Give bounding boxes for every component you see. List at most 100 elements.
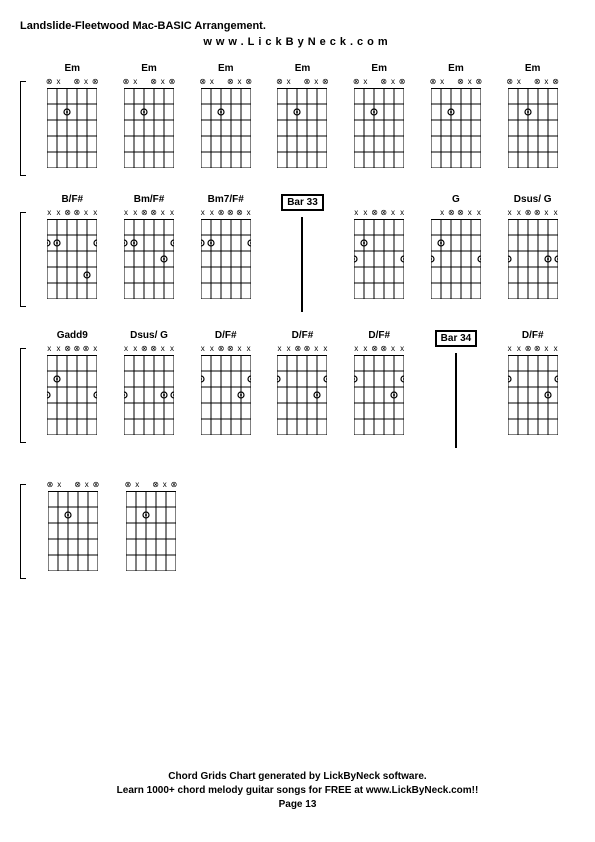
fretboard-grid (124, 355, 174, 435)
string-marker: x (312, 345, 320, 355)
string-marker: ⊗ (73, 78, 81, 88)
string-marker: x (506, 345, 514, 355)
chord-diagram: xx⊗⊗xx (122, 209, 176, 299)
string-marker: x (389, 209, 397, 219)
chord-diagram: xx⊗⊗xx (199, 345, 253, 435)
string-marker: x (515, 209, 523, 219)
string-marker: x (199, 209, 207, 219)
chord-cell: Dsus/ Gxx⊗⊗xx (498, 194, 567, 299)
chord-row: B/F#xx⊗⊗xxBm/F#xx⊗⊗xxBm7/F#xx⊗⊗⊗xBar 33x… (20, 194, 575, 312)
string-marker: x (285, 78, 293, 88)
chord-diagram: ⊗x⊗x⊗ (199, 78, 253, 168)
string-marker: ⊗ (199, 78, 207, 88)
string-marker: x (82, 78, 90, 88)
nut-markers: xx⊗⊗xx (275, 345, 329, 355)
string-marker: x (161, 481, 169, 491)
string-marker: ⊗ (140, 345, 148, 355)
string-marker: x (55, 481, 63, 491)
string-marker: x (159, 78, 167, 88)
string-marker (524, 78, 532, 88)
fretboard-grid (354, 88, 404, 168)
chord-diagram: xx⊗⊗⊗x (45, 345, 99, 435)
chord-cell: ⊗x⊗x⊗ (116, 466, 186, 571)
string-marker: ⊗ (533, 78, 541, 88)
string-marker: x (83, 481, 91, 491)
string-marker: ⊗ (152, 481, 160, 491)
header: Landslide-Fleetwood Mac-BASIC Arrangemen… (20, 20, 575, 48)
chord-cell: B/F#xx⊗⊗xx (38, 194, 107, 299)
string-marker: ⊗ (398, 78, 406, 88)
string-marker: x (91, 209, 99, 219)
chord-diagram: xx⊗⊗xx (352, 345, 406, 435)
string-marker: x (245, 345, 253, 355)
string-marker: x (361, 345, 369, 355)
string-marker: x (552, 345, 560, 355)
nut-markers: xx⊗⊗xx (506, 345, 560, 355)
fretboard-grid (47, 355, 97, 435)
nut-markers: xx⊗⊗xx (352, 345, 406, 355)
string-marker: ⊗ (82, 345, 90, 355)
string-marker: x (122, 209, 130, 219)
string-marker: x (235, 78, 243, 88)
string-marker: x (208, 78, 216, 88)
chord-cell: Em⊗x⊗x⊗ (191, 63, 260, 168)
string-marker: ⊗ (552, 78, 560, 88)
fretboard-grid (201, 355, 251, 435)
string-marker: x (168, 345, 176, 355)
string-marker (294, 78, 302, 88)
string-marker: ⊗ (294, 345, 302, 355)
string-marker: ⊗ (168, 78, 176, 88)
string-marker: ⊗ (457, 209, 465, 219)
nut-markers: ⊗x⊗x⊗ (352, 78, 406, 88)
string-marker: x (542, 345, 550, 355)
string-marker: x (361, 209, 369, 219)
chord-cell: Gadd9xx⊗⊗⊗x (38, 330, 107, 435)
chord-cell: Em⊗x⊗x⊗ (498, 63, 567, 168)
chord-cell: Em⊗x⊗x⊗ (115, 63, 184, 168)
string-marker: ⊗ (122, 78, 130, 88)
chord-cell: Em⊗x⊗x⊗ (38, 63, 107, 168)
chord-name: Em (295, 63, 311, 75)
row-bracket (20, 212, 26, 307)
string-marker: x (542, 78, 550, 88)
nut-markers: ⊗x⊗x⊗ (275, 78, 329, 88)
string-marker: x (131, 78, 139, 88)
chord-name: Em (64, 63, 80, 75)
nut-markers: ⊗x⊗x⊗ (122, 78, 176, 88)
chord-cell: Dsus/ Gxx⊗⊗xx (115, 330, 184, 435)
bar-label: Bar 34 (435, 330, 478, 347)
string-marker: ⊗ (91, 78, 99, 88)
string-marker: ⊗ (226, 78, 234, 88)
string-marker: x (438, 209, 446, 219)
chord-cell: Em⊗x⊗x⊗ (422, 63, 491, 168)
string-marker: x (285, 345, 293, 355)
string-marker: x (54, 345, 62, 355)
string-marker: x (552, 209, 560, 219)
string-marker: ⊗ (524, 209, 532, 219)
string-marker: ⊗ (533, 209, 541, 219)
string-marker: x (515, 78, 523, 88)
string-marker: x (361, 78, 369, 88)
string-marker: ⊗ (303, 345, 311, 355)
chord-cell: D/F#xx⊗⊗xx (345, 330, 414, 435)
string-marker: ⊗ (217, 345, 225, 355)
chord-cell: Bm/F#xx⊗⊗xx (115, 194, 184, 299)
bar-line (301, 217, 303, 312)
string-marker: x (475, 209, 483, 219)
string-marker: ⊗ (226, 209, 234, 219)
string-marker: ⊗ (73, 345, 81, 355)
string-marker: x (389, 78, 397, 88)
string-marker: x (466, 209, 474, 219)
chord-name: Bm/F# (134, 194, 165, 206)
chord-row: Gadd9xx⊗⊗⊗xDsus/ Gxx⊗⊗xxD/F#xx⊗⊗xxD/F#xx… (20, 330, 575, 448)
string-marker: x (54, 209, 62, 219)
nut-markers: ⊗x⊗x⊗ (506, 78, 560, 88)
nut-markers: x⊗⊗xx (429, 209, 483, 219)
string-marker: ⊗ (275, 78, 283, 88)
chord-cell: Em ⊗x⊗x⊗ (268, 63, 337, 168)
string-marker: ⊗ (140, 209, 148, 219)
chord-cell: Bm7/F#xx⊗⊗⊗x (191, 194, 260, 299)
string-marker: ⊗ (150, 78, 158, 88)
string-marker: ⊗ (46, 481, 54, 491)
string-marker: x (133, 481, 141, 491)
